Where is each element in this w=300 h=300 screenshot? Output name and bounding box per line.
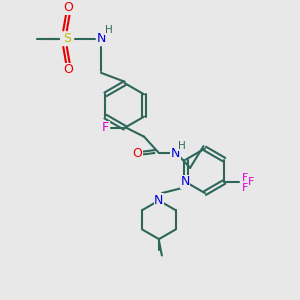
Text: N: N: [180, 176, 190, 188]
Text: O: O: [133, 146, 142, 160]
Text: N: N: [154, 194, 164, 207]
Text: F: F: [242, 183, 248, 193]
Text: F: F: [242, 172, 248, 182]
Text: F: F: [248, 177, 254, 187]
Text: H: H: [178, 141, 186, 151]
Text: N: N: [171, 146, 180, 160]
Text: F: F: [102, 121, 109, 134]
Text: O: O: [63, 1, 73, 14]
Text: S: S: [63, 32, 71, 45]
Text: N: N: [96, 32, 106, 45]
Text: H: H: [104, 25, 112, 35]
Text: O: O: [63, 63, 73, 76]
